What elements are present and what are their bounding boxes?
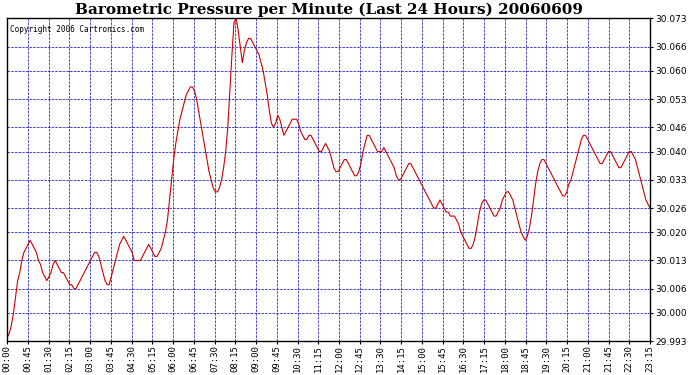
Text: Copyright 2006 Cartronics.com: Copyright 2006 Cartronics.com [10, 25, 145, 34]
Title: Barometric Pressure per Minute (Last 24 Hours) 20060609: Barometric Pressure per Minute (Last 24 … [75, 3, 582, 17]
